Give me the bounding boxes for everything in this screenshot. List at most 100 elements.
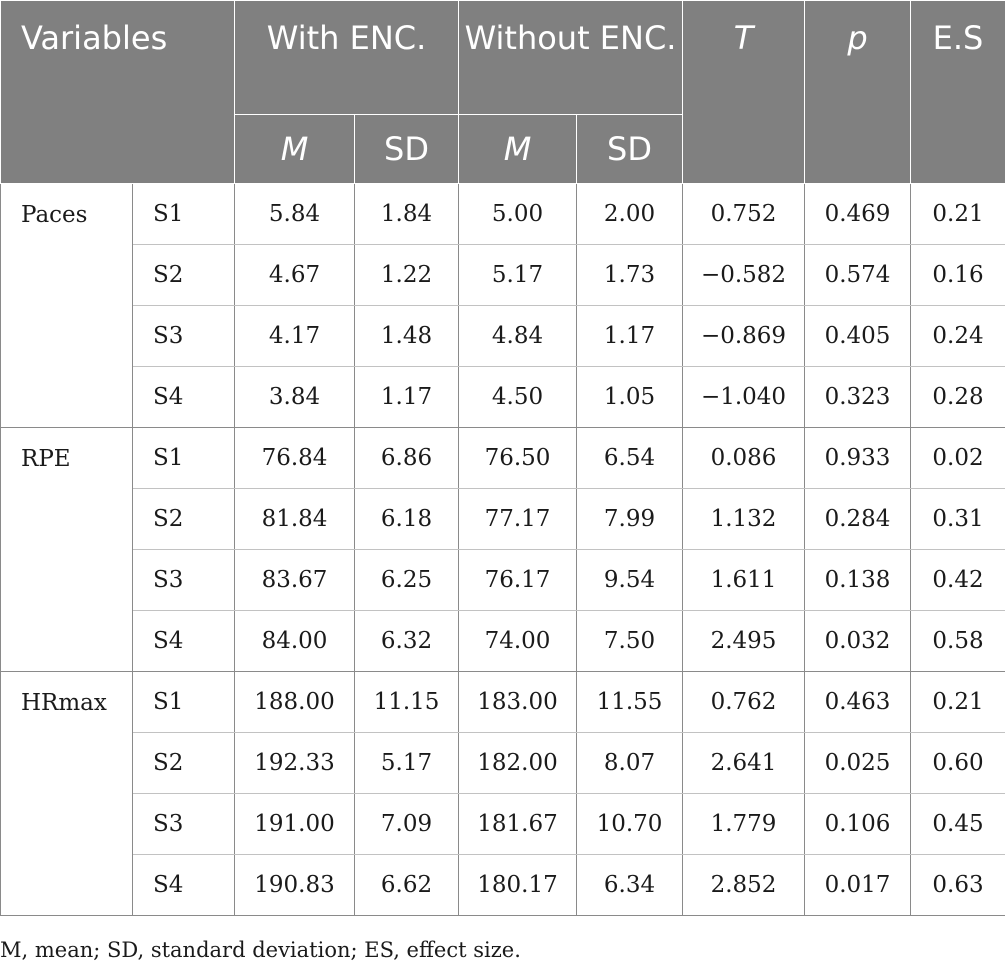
group-label: HRmax [0, 671, 133, 916]
cell-with-m: 4.67 [234, 244, 356, 306]
header-t: T [682, 0, 806, 184]
session-label: S2 [131, 732, 236, 794]
group-label: Paces [0, 183, 133, 428]
cell-without-sd: 6.34 [576, 854, 684, 916]
cell-without-sd: 1.17 [576, 305, 684, 367]
cell-with-m: 3.84 [234, 366, 356, 428]
header-with-sd: SD [354, 114, 460, 184]
cell-without-sd: 11.55 [576, 671, 684, 733]
header-es: E.S [910, 0, 1005, 184]
header-with-enc: With ENC. [234, 0, 460, 115]
cell-with-sd: 1.48 [354, 305, 460, 367]
cell-p: 0.574 [804, 244, 912, 306]
cell-t: 1.779 [682, 793, 806, 855]
cell-without-sd: 7.99 [576, 488, 684, 550]
cell-with-m: 188.00 [234, 671, 356, 733]
table-body: Paces S1 5.84 1.84 5.00 2.00 0.752 0.469 0.21 S2 4… [0, 183, 1005, 916]
cell-without-m: 5.17 [458, 244, 578, 306]
header-without-m: M [458, 114, 578, 184]
session-label: S4 [131, 854, 236, 916]
cell-p: 0.017 [804, 854, 912, 916]
cell-p: 0.405 [804, 305, 912, 367]
table-header: Variables With ENC. Without ENC. T p E.S… [0, 0, 1005, 184]
cell-without-sd: 7.50 [576, 610, 684, 672]
table-row: Paces S1 5.84 1.84 5.00 2.00 0.752 0.469 0.21 [0, 183, 1005, 428]
header-without-enc: Without ENC. [458, 0, 684, 115]
cell-with-m: 190.83 [234, 854, 356, 916]
table-row: S4 84.00 6.32 74.00 7.50 2.495 0.032 0.58 [1, 610, 1005, 672]
cell-with-m: 83.67 [234, 549, 356, 611]
cell-with-sd: 6.86 [354, 427, 460, 489]
cell-without-m: 180.17 [458, 854, 578, 916]
session-label: S3 [131, 305, 236, 367]
cell-with-sd: 1.22 [354, 244, 460, 306]
cell-without-sd: 6.54 [576, 427, 684, 489]
cell-without-m: 182.00 [458, 732, 578, 794]
cell-without-m: 77.17 [458, 488, 578, 550]
cell-t: −0.869 [682, 305, 806, 367]
cell-es: 0.63 [910, 854, 1005, 916]
results-table: Variables With ENC. Without ENC. T p E.S… [0, 0, 1005, 916]
cell-with-m: 4.17 [234, 305, 356, 367]
cell-p: 0.323 [804, 366, 912, 428]
cell-with-sd: 6.32 [354, 610, 460, 672]
cell-t: −0.582 [682, 244, 806, 306]
cell-without-sd: 9.54 [576, 549, 684, 611]
cell-p: 0.463 [804, 671, 912, 733]
cell-es: 0.21 [910, 671, 1005, 733]
table-row: S3 4.17 1.48 4.84 1.17 −0.869 0.405 0.24 [1, 305, 1005, 367]
cell-p: 0.469 [804, 183, 912, 245]
table-row: S2 4.67 1.22 5.17 1.73 −0.582 0.574 0.16 [1, 244, 1005, 306]
cell-without-m: 76.17 [458, 549, 578, 611]
cell-without-m: 183.00 [458, 671, 578, 733]
cell-with-m: 191.00 [234, 793, 356, 855]
table-row: S4 190.83 6.62 180.17 6.34 2.852 0.017 0.63 [1, 854, 1005, 916]
cell-with-sd: 7.09 [354, 793, 460, 855]
cell-t: 0.762 [682, 671, 806, 733]
cell-without-sd: 1.73 [576, 244, 684, 306]
header-variables: Variables [0, 0, 236, 184]
cell-without-sd: 8.07 [576, 732, 684, 794]
table-row: S2 81.84 6.18 77.17 7.99 1.132 0.284 0.31 [1, 488, 1005, 550]
cell-with-sd: 1.17 [354, 366, 460, 428]
session-label: S1 [131, 671, 236, 733]
cell-es: 0.24 [910, 305, 1005, 367]
cell-t: 2.495 [682, 610, 806, 672]
cell-with-sd: 5.17 [354, 732, 460, 794]
cell-t: 2.641 [682, 732, 806, 794]
cell-with-m: 5.84 [234, 183, 356, 245]
cell-es: 0.28 [910, 366, 1005, 428]
cell-with-sd: 1.84 [354, 183, 460, 245]
cell-with-sd: 6.25 [354, 549, 460, 611]
cell-without-sd: 2.00 [576, 183, 684, 245]
session-label: S3 [131, 793, 236, 855]
cell-without-m: 4.84 [458, 305, 578, 367]
cell-p: 0.284 [804, 488, 912, 550]
cell-p: 0.933 [804, 427, 912, 489]
cell-with-m: 76.84 [234, 427, 356, 489]
cell-without-m: 181.67 [458, 793, 578, 855]
cell-without-m: 76.50 [458, 427, 578, 489]
table-row: S4 3.84 1.17 4.50 1.05 −1.040 0.323 0.28 [1, 366, 1005, 428]
cell-es: 0.21 [910, 183, 1005, 245]
cell-p: 0.138 [804, 549, 912, 611]
table-row: S2 192.33 5.17 182.00 8.07 2.641 0.025 0.60 [1, 732, 1005, 794]
cell-es: 0.42 [910, 549, 1005, 611]
cell-without-m: 4.50 [458, 366, 578, 428]
cell-t: 0.752 [682, 183, 806, 245]
cell-with-sd: 6.62 [354, 854, 460, 916]
cell-without-m: 5.00 [458, 183, 578, 245]
cell-es: 0.60 [910, 732, 1005, 794]
table-row: S3 83.67 6.25 76.17 9.54 1.611 0.138 0.42 [1, 549, 1005, 611]
table-row: S3 191.00 7.09 181.67 10.70 1.779 0.106 0.45 [1, 793, 1005, 855]
cell-es: 0.31 [910, 488, 1005, 550]
session-label: S1 [131, 427, 236, 489]
header-with-m: M [234, 114, 356, 184]
cell-t: 2.852 [682, 854, 806, 916]
header-p: p [804, 0, 912, 184]
cell-without-m: 74.00 [458, 610, 578, 672]
session-label: S2 [131, 244, 236, 306]
cell-t: 0.086 [682, 427, 806, 489]
header-without-sd: SD [576, 114, 684, 184]
session-label: S4 [131, 610, 236, 672]
